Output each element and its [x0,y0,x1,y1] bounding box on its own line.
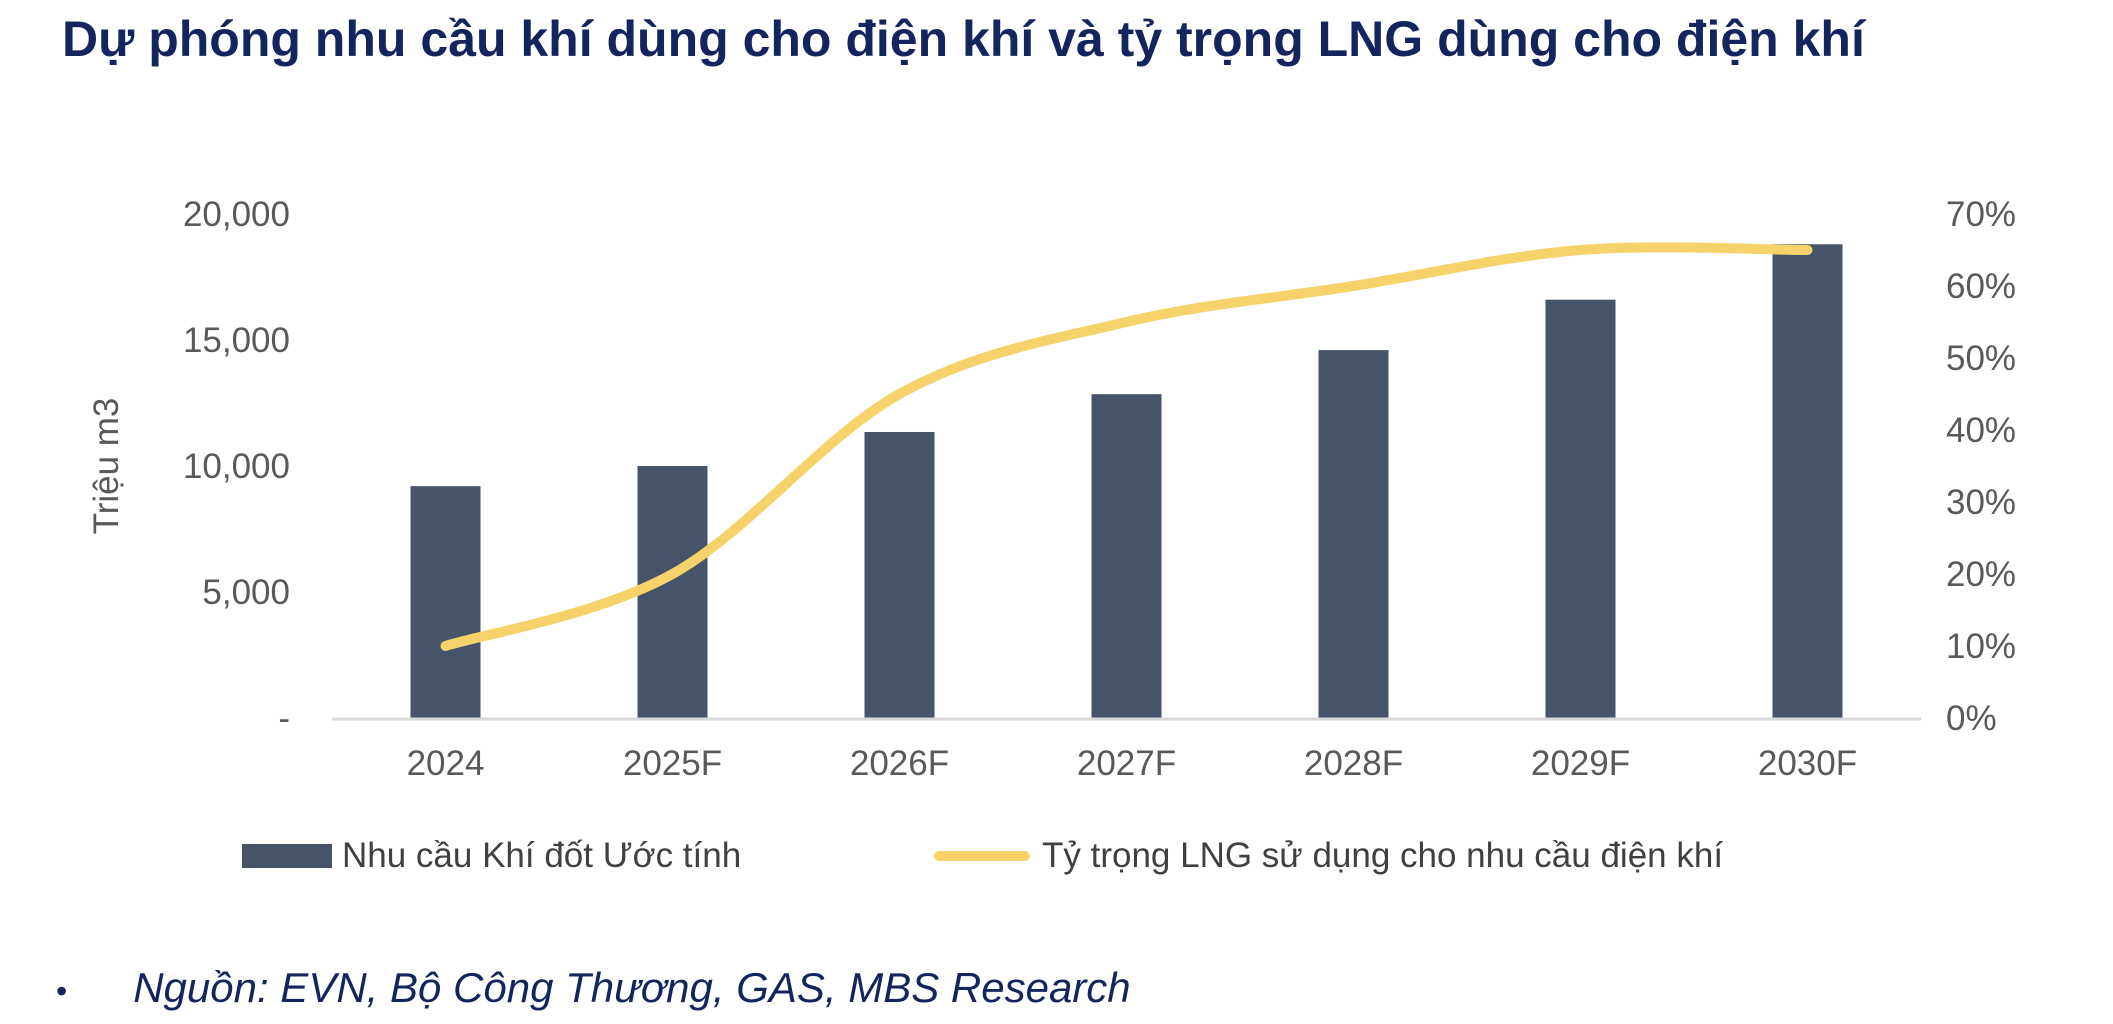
legend-item-line: Tỷ trọng LNG sử dụng cho nhu cầu điện kh… [934,836,1723,876]
chart-title: Dự phóng nhu cầu khí dùng cho điện khí v… [62,11,1865,67]
y-tick-label: - [278,699,290,738]
source-text: Nguồn: EVN, Bộ Công Thương, GAS, MBS Res… [133,964,1131,1011]
y2-tick-label: 40% [1946,411,2016,450]
y-tick-label: 20,000 [183,195,290,234]
y-tick-label: 5,000 [202,573,290,612]
bar-2024 [410,486,481,718]
y2-tick-label: 20% [1946,555,2016,594]
x-tick-label: 2025F [623,744,722,783]
x-tick-label: 2027F [1077,744,1176,783]
bar-2027F [1091,394,1162,718]
y2-tick-label: 0% [1946,699,1997,738]
x-tick-label: 2029F [1531,744,1630,783]
y2-tick-label: 30% [1946,483,2016,522]
legend-label-line: Tỷ trọng LNG sử dụng cho nhu cầu điện kh… [1042,836,1724,875]
bar-2025F [637,466,708,718]
y2-tick-label: 60% [1946,267,2016,306]
legend-label-bar: Nhu cầu Khí đốt Ước tính [342,836,742,875]
y2-tick-label: 10% [1946,627,2016,666]
legend-item-bar: Nhu cầu Khí đốt Ước tính [242,836,741,876]
x-tick-label: 2030F [1758,744,1857,783]
source-note: • Nguồn: EVN, Bộ Công Thương, GAS, MBS Re… [56,964,1131,1012]
y-axis-label: Triệu m3 [87,398,126,535]
x-tick-label: 2024 [407,744,485,783]
x-tick-label: 2026F [850,744,949,783]
bar-2028F [1318,350,1389,718]
bar-2026F [864,431,935,718]
bar-2030F [1772,244,1843,719]
y-tick-label: 10,000 [183,447,290,486]
x-tick-label: 2028F [1304,744,1403,783]
bar-2029F [1545,299,1616,718]
y-tick-label: 15,000 [183,321,290,360]
legend-swatch-bar [242,844,332,868]
bullet: • [56,973,68,1009]
y2-tick-label: 70% [1946,195,2016,234]
y2-tick-label: 50% [1946,339,2016,378]
legend-swatch-line [934,851,1030,861]
